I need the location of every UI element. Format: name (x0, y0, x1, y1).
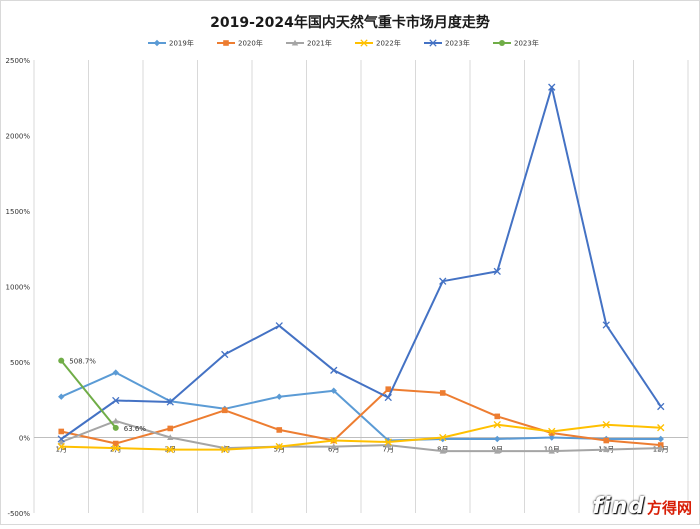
chart-title: 2019-2024年国内天然气重卡市场月度走势 (210, 14, 490, 31)
data-point-diamond (330, 387, 337, 394)
legend-label: 2019年 (169, 39, 194, 48)
data-point-x (657, 424, 665, 432)
data-point-triangle (657, 444, 664, 451)
data-point-triangle (439, 447, 446, 454)
series-line-2 (60, 419, 661, 453)
data-point-x (275, 322, 283, 330)
data-point-triangle (494, 447, 501, 454)
data-point-x (166, 445, 174, 454)
watermark-cn: 方得网 (646, 499, 692, 517)
data-point-x (360, 39, 368, 47)
data-point-square (276, 427, 283, 433)
data-point-x (493, 421, 501, 429)
x-tick-label: 5月 (274, 446, 285, 454)
y-tick-label: 0% (19, 435, 30, 443)
y-tick-label: -500% (7, 510, 30, 518)
data-point-x (429, 39, 437, 47)
y-tick-label: 2000% (6, 133, 31, 141)
data-point-square (548, 430, 555, 436)
data-point-circle (112, 424, 119, 431)
data-point-diamond (112, 369, 119, 376)
data-point-square (58, 428, 65, 435)
data-point-triangle (548, 447, 555, 454)
legend-label: 2023年 (514, 39, 539, 48)
watermark-find: find (592, 494, 645, 519)
data-point-x (602, 421, 610, 429)
data-point-x (657, 402, 665, 411)
data-point-triangle (330, 443, 337, 450)
y-tick-label: 1500% (6, 208, 31, 216)
data-point-x (384, 438, 392, 446)
y-tick-label: 500% (10, 359, 30, 367)
data-point-x (57, 442, 65, 451)
data-point-x (112, 396, 120, 405)
x-tick-label: 1月 (56, 446, 67, 454)
data-point-x (330, 436, 338, 445)
data-point-x (439, 433, 447, 442)
data-point-triangle (385, 441, 392, 448)
data-point-triangle (58, 438, 65, 445)
data-point-square (112, 440, 119, 447)
legend-label: 2020年 (238, 39, 263, 48)
data-point-triangle (167, 434, 174, 441)
data-point-x (275, 442, 283, 451)
legend-label: 2022年 (376, 39, 401, 48)
data-point-square (167, 425, 174, 432)
data-point-x (493, 267, 501, 276)
legend-label: 2021年 (307, 39, 332, 48)
data-point-triangle (291, 39, 299, 46)
data-point-diamond (548, 434, 555, 441)
data-point-x (112, 444, 120, 452)
data-point-x (221, 350, 229, 359)
data-label: 508.7% (69, 358, 96, 366)
data-point-triangle (603, 446, 610, 453)
data-point-x (548, 83, 556, 91)
series-line-5 (60, 360, 117, 429)
series-line-4 (60, 86, 662, 440)
data-point-x (330, 366, 338, 374)
data-point-square (603, 437, 610, 444)
data-point-x (221, 445, 229, 454)
legend-label: 2023年 (445, 39, 470, 48)
x-tick-label: 7月 (383, 446, 394, 454)
data-label: 63.6% (124, 425, 147, 433)
data-point-x (384, 393, 392, 402)
data-point-triangle (112, 417, 119, 424)
data-point-x (602, 321, 610, 329)
data-point-circle (58, 357, 65, 364)
data-point-square (494, 413, 501, 420)
data-point-x (548, 427, 556, 436)
watermark: find 方得网 (592, 494, 692, 519)
data-point-square (221, 407, 228, 414)
data-point-diamond (58, 393, 65, 400)
data-point-diamond (657, 435, 664, 443)
data-point-x (57, 435, 65, 443)
y-tick-label: 1000% (6, 284, 31, 292)
data-point-x (166, 398, 174, 406)
data-point-diamond (153, 39, 161, 47)
data-point-circle (499, 40, 505, 46)
data-point-square (439, 390, 446, 396)
data-point-diamond (276, 393, 283, 400)
data-point-square (385, 386, 392, 392)
data-point-diamond (494, 435, 501, 443)
data-point-square (223, 40, 229, 46)
y-tick-label: 2500% (6, 57, 31, 65)
x-tick-label: 6月 (328, 446, 339, 454)
data-point-x (439, 277, 447, 285)
series-line-3 (61, 423, 661, 451)
series-line-1 (61, 388, 661, 447)
x-tick-label: 2月 (110, 446, 121, 454)
